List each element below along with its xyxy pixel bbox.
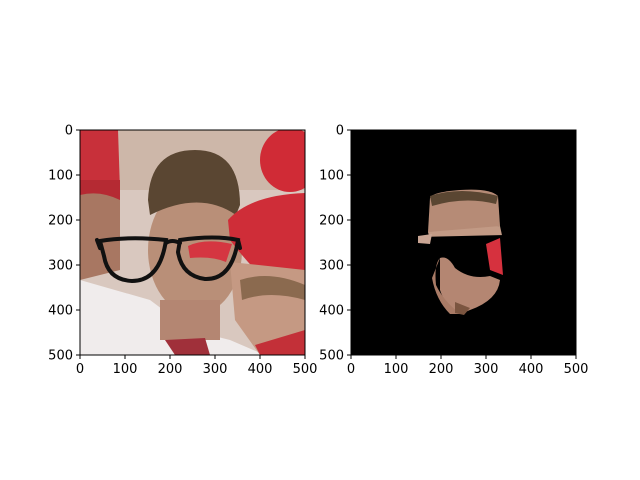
left-y-tick-label: 300 bbox=[48, 259, 73, 274]
left-x-tick-label: 500 bbox=[293, 362, 318, 377]
left-y-tick-label: 0 bbox=[65, 124, 73, 139]
left-y-tick-label: 100 bbox=[48, 169, 73, 184]
right-axes-frame bbox=[350, 129, 577, 356]
right-x-tick-label: 0 bbox=[347, 362, 355, 377]
right-y-tick-label: 0 bbox=[336, 124, 344, 139]
left-x-tick-label: 100 bbox=[113, 362, 138, 377]
right-y-tick-label: 400 bbox=[319, 304, 344, 319]
right-y-tick-label: 100 bbox=[319, 169, 344, 184]
left-x-tick-label: 300 bbox=[203, 362, 228, 377]
left-y-tick-label: 200 bbox=[48, 214, 73, 229]
left-axes-frame bbox=[79, 129, 306, 356]
right-image bbox=[351, 130, 576, 355]
right-x-tick-label: 100 bbox=[384, 362, 409, 377]
left-image bbox=[80, 130, 305, 355]
right-x-tick-label: 500 bbox=[564, 362, 589, 377]
left-x-tick-label: 0 bbox=[76, 362, 84, 377]
right-y-tick-label: 500 bbox=[319, 349, 344, 364]
left-x-tick-label: 400 bbox=[248, 362, 273, 377]
right-y-tick-label: 200 bbox=[319, 214, 344, 229]
right-x-tick-label: 300 bbox=[474, 362, 499, 377]
left-x-tick-label: 200 bbox=[158, 362, 183, 377]
right-x-tick-label: 400 bbox=[519, 362, 544, 377]
left-y-tick-label: 400 bbox=[48, 304, 73, 319]
right-y-tick-label: 300 bbox=[319, 259, 344, 274]
left-y-tick-label: 500 bbox=[48, 349, 73, 364]
right-x-tick-label: 200 bbox=[429, 362, 454, 377]
